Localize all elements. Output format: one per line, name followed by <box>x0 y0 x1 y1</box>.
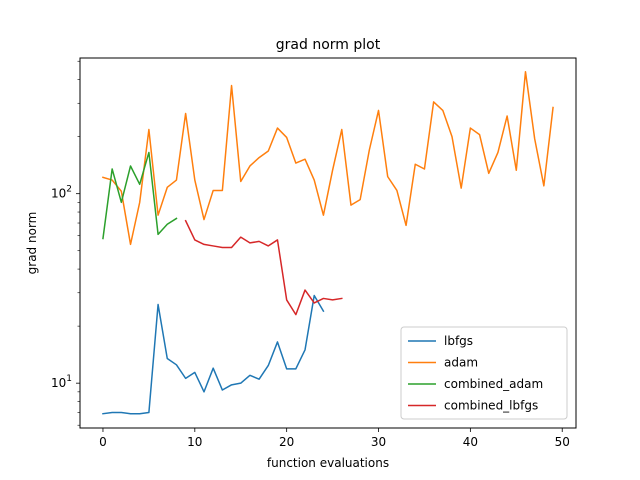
legend-label: adam <box>444 356 478 370</box>
legend: lbfgs adam combined_adam combined_lbfgs <box>401 327 567 419</box>
x-tick-label: 30 <box>371 435 386 449</box>
legend-label: combined_adam <box>444 377 543 391</box>
x-tick-label: 40 <box>463 435 478 449</box>
x-tick-label: 20 <box>279 435 294 449</box>
x-tick-label: 50 <box>555 435 570 449</box>
x-axis-label: function evaluations <box>267 456 389 470</box>
legend-label: combined_lbfgs <box>444 399 538 413</box>
x-tick-label: 0 <box>99 435 107 449</box>
y-axis-label: grad norm <box>25 212 39 275</box>
legend-label: lbfgs <box>444 334 473 348</box>
x-tick-label: 10 <box>187 435 202 449</box>
chart-title: grad norm plot <box>276 37 381 53</box>
